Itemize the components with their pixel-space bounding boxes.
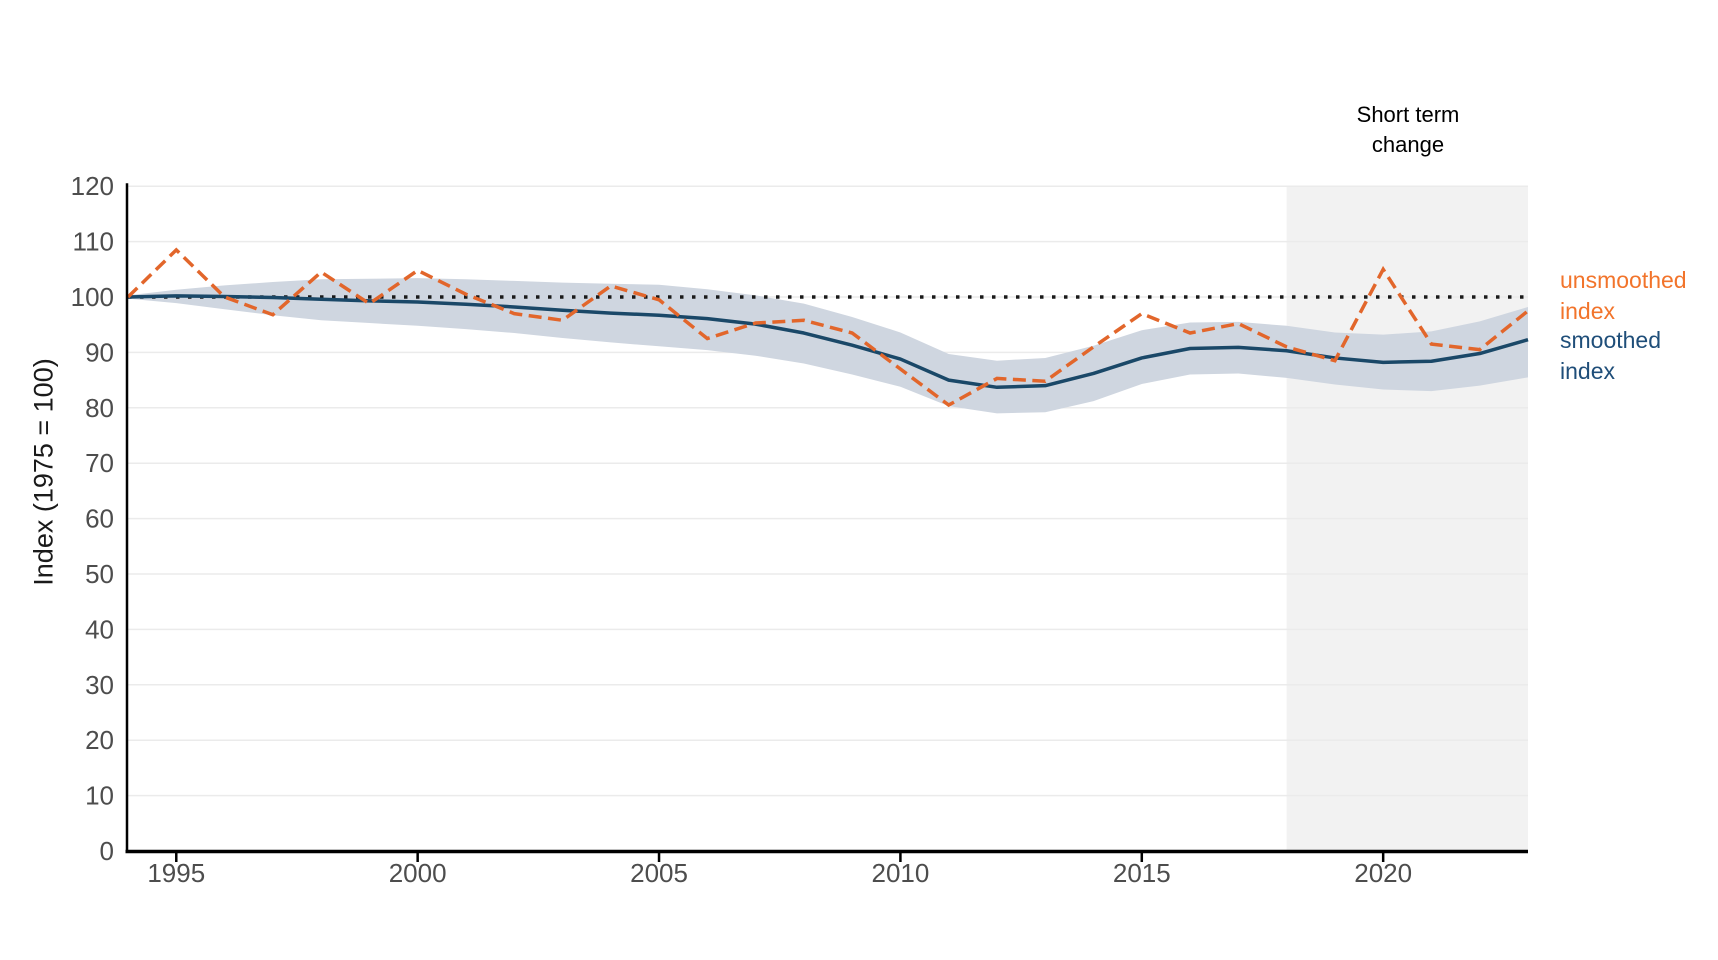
- y-tick-label-90: 90: [85, 337, 114, 367]
- short-term-change-line2: change: [1371, 132, 1445, 157]
- y-tick-label-120: 120: [71, 171, 114, 201]
- y-tick-label-80: 80: [85, 393, 114, 423]
- confidence-band: [128, 278, 1528, 414]
- legend-smoothed-label: smoothed index: [1560, 325, 1661, 387]
- legend-smoothed-line2: index: [1560, 358, 1615, 384]
- x-tick-label-2000: 2000: [389, 858, 447, 888]
- legend-unsmoothed-line2: index: [1560, 298, 1615, 324]
- short-term-change-line1: Short term: [1356, 102, 1460, 127]
- y-tick-label-20: 20: [85, 725, 114, 755]
- short-term-change-label: Short term change: [1357, 100, 1460, 160]
- y-tick-label-40: 40: [85, 614, 114, 644]
- y-tick-label-50: 50: [85, 559, 114, 589]
- y-tick-label-60: 60: [85, 504, 114, 534]
- y-tick-label-0: 0: [100, 836, 114, 866]
- unsmoothed-index-line: [126, 247, 1530, 408]
- legend-unsmoothed-label: unsmoothed index: [1560, 265, 1687, 327]
- x-tick-label-2005: 2005: [630, 858, 688, 888]
- y-axis-title: Index (1975 = 100): [28, 358, 59, 586]
- x-tick-label-2015: 2015: [1113, 858, 1171, 888]
- x-tick-label-2010: 2010: [871, 858, 929, 888]
- legend-unsmoothed-line1: unsmoothed: [1560, 267, 1687, 293]
- smoothed-index-line: [127, 294, 1529, 390]
- x-tick-label-1995: 1995: [147, 858, 205, 888]
- x-tick-label-2020: 2020: [1354, 858, 1412, 888]
- y-tick-label-70: 70: [85, 448, 114, 478]
- y-tick-label-30: 30: [85, 670, 114, 700]
- y-tick-label-110: 110: [73, 227, 114, 257]
- y-tick-label-100: 100: [71, 282, 114, 312]
- legend-smoothed-line1: smoothed: [1560, 327, 1662, 353]
- y-tick-label-10: 10: [85, 781, 114, 811]
